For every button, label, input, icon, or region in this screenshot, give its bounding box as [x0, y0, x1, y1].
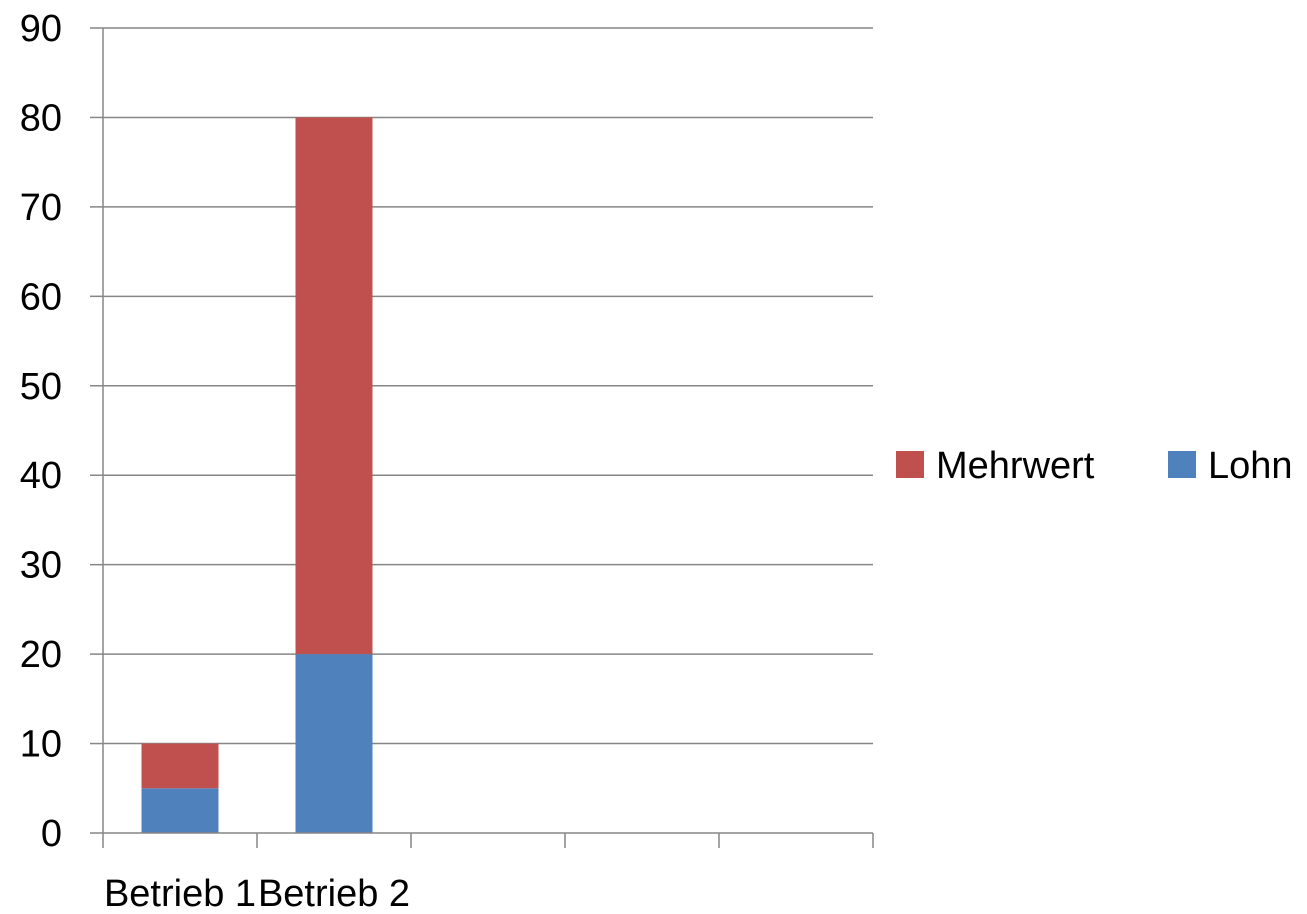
y-tick-label: 30	[20, 545, 62, 587]
y-tick-label: 50	[20, 366, 62, 408]
legend-swatch-mehrwert	[896, 451, 924, 478]
bar-mehrwert-2	[295, 117, 373, 655]
bar-lohn-2	[295, 654, 373, 833]
y-tick-label: 70	[20, 187, 62, 229]
y-tick-label: 20	[20, 634, 62, 676]
bars	[141, 117, 373, 833]
y-tick-label: 90	[20, 8, 62, 50]
y-axis-ticks: 0 10 20 30 40 50 60 70 80 90	[20, 8, 103, 855]
axes	[102, 28, 874, 848]
y-tick-label: 60	[20, 276, 62, 318]
x-axis-categories: Betrieb 1 Betrieb 2	[104, 873, 410, 914]
x-category-label: Betrieb 2	[258, 873, 410, 914]
y-tick-label: 40	[20, 455, 62, 497]
gridlines	[103, 27, 873, 745]
y-tick-label: 0	[41, 813, 62, 855]
legend-swatch-lohn	[1168, 451, 1196, 478]
x-category-label: Betrieb 1	[104, 873, 256, 914]
bar-mehrwert-1	[141, 743, 219, 789]
bar-lohn-1	[141, 788, 219, 833]
y-tick-label: 80	[20, 97, 62, 139]
y-tick-label: 10	[20, 724, 62, 766]
legend-label-mehrwert: Mehrwert	[936, 445, 1095, 487]
legend-label-lohn: Lohn	[1208, 445, 1293, 487]
legend: Mehrwert Lohn	[896, 445, 1293, 487]
